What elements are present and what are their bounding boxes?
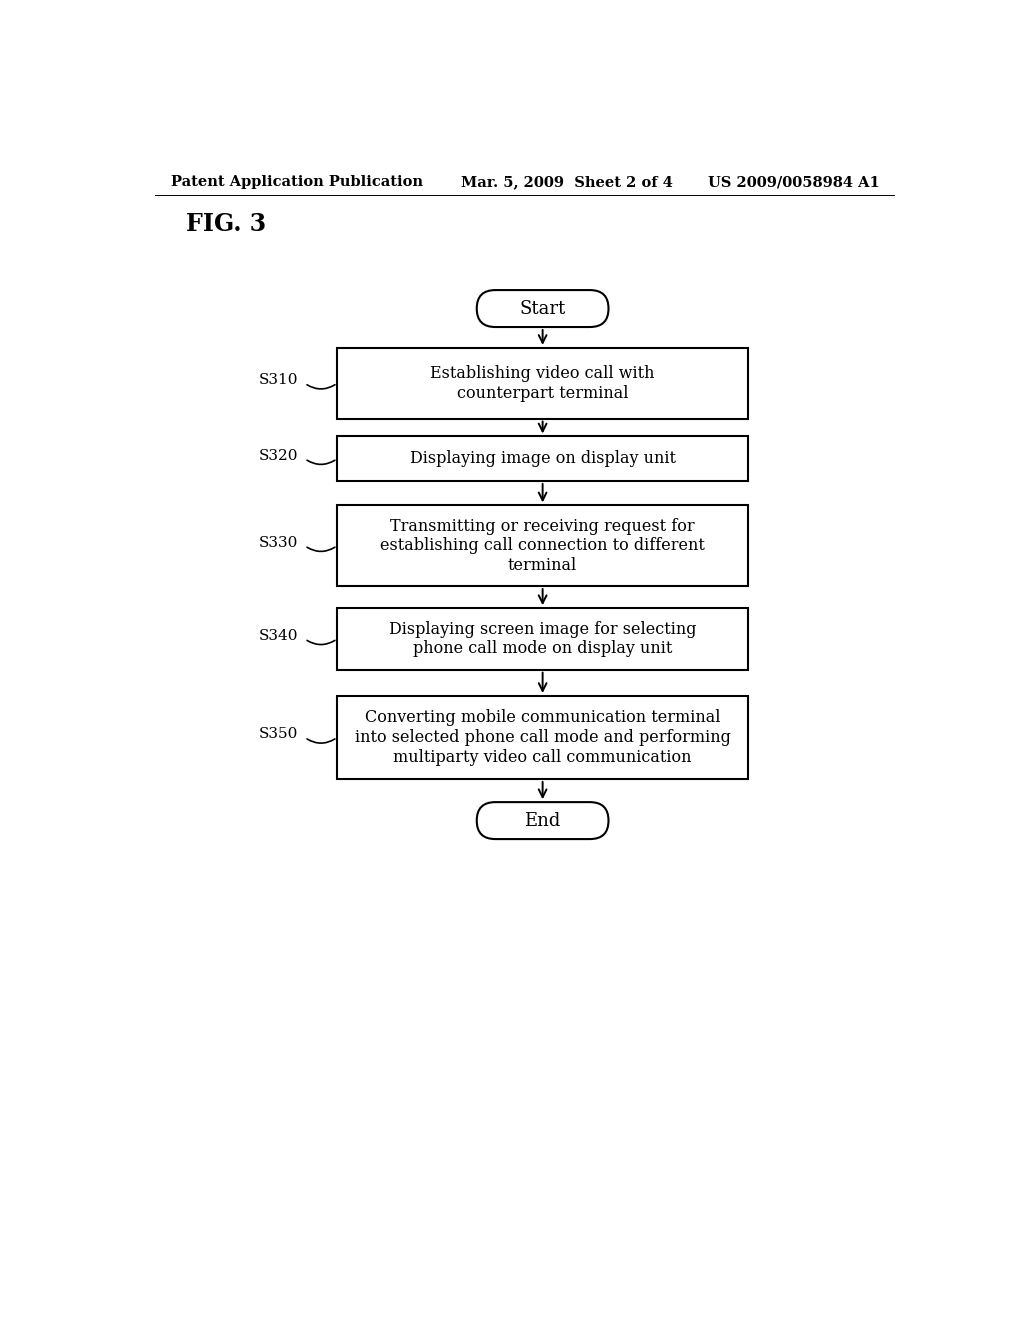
Text: End: End [524, 812, 561, 829]
Bar [337, 609, 748, 669]
Text: Converting mobile communication terminal
into selected phone call mode and perfo: Converting mobile communication terminal… [354, 709, 730, 766]
Text: S350: S350 [259, 727, 299, 742]
Bar [337, 437, 748, 480]
Text: Establishing video call with
counterpart terminal: Establishing video call with counterpart… [430, 364, 655, 401]
Bar [337, 506, 748, 586]
Bar [337, 348, 748, 418]
Text: Displaying image on display unit: Displaying image on display unit [410, 450, 676, 467]
Text: Patent Application Publication: Patent Application Publication [171, 176, 423, 189]
Text: Displaying screen image for selecting
phone call mode on display unit: Displaying screen image for selecting ph… [389, 620, 696, 657]
Text: Start: Start [519, 300, 565, 318]
Text: Mar. 5, 2009  Sheet 2 of 4: Mar. 5, 2009 Sheet 2 of 4 [461, 176, 673, 189]
Text: US 2009/0058984 A1: US 2009/0058984 A1 [708, 176, 880, 189]
Text: S340: S340 [259, 628, 299, 643]
Bar [337, 696, 748, 779]
Text: FIG. 3: FIG. 3 [186, 213, 266, 236]
Text: Transmitting or receiving request for
establishing call connection to different
: Transmitting or receiving request for es… [380, 517, 706, 574]
FancyBboxPatch shape [477, 803, 608, 840]
Text: S330: S330 [259, 536, 299, 549]
FancyBboxPatch shape [477, 290, 608, 327]
Text: S310: S310 [259, 374, 299, 387]
Text: S320: S320 [259, 449, 299, 462]
